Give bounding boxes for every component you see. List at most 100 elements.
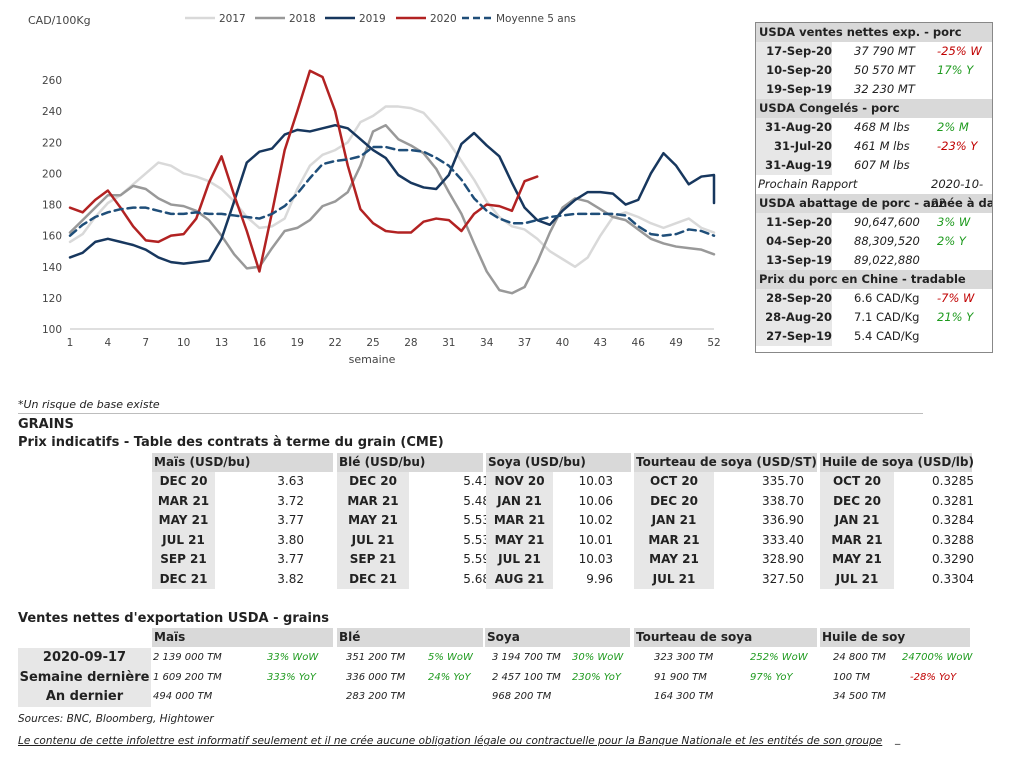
futures-price: 10.01 (578, 532, 613, 547)
panel-row-date: 04-Sep-20 (756, 232, 832, 251)
exports-header: Maïs (152, 628, 333, 647)
exports-value: 2 457 100 TM (492, 671, 561, 683)
futures-contract-month: JAN 21 (634, 511, 714, 531)
legend-label: 2020 (430, 13, 457, 25)
exports-value: 34 500 TM (833, 691, 886, 702)
futures-contract-month: NOV 20 (486, 472, 553, 492)
sources-note: Sources: BNC, Bloomberg, Hightower (18, 713, 214, 725)
y-tick-label: 260 (42, 75, 62, 87)
basis-risk-note: *Un risque de base existe (18, 398, 160, 411)
exports-change: 24700% WoW (902, 652, 973, 663)
next-report-row: Prochain Rapport 2020-10-22 (756, 175, 992, 210)
pork-price-chart: 100 120 140 160 180 200 220 240 260 1 4 7 10 13 16 19 22… (28, 13, 721, 366)
exports-value: 968 200 TM (492, 691, 552, 702)
panel-row: 31-Aug-20 468 M lbs 2% M (756, 118, 992, 137)
panel-row: 28-Aug-20 7.1 CAD/Kg 21% Y (756, 308, 992, 327)
exports-change: 24% YoY (428, 671, 471, 683)
x-tick-label: 34 (480, 337, 494, 349)
futures-price: 5.53 (463, 513, 490, 527)
futures-price: 0.3284 (932, 513, 974, 527)
divider (18, 413, 923, 414)
exports-value: 164 300 TM (654, 691, 714, 702)
panel-row-value: 5.4 CAD/Kg (854, 329, 920, 343)
futures-price: 10.02 (578, 513, 613, 527)
panel-row-change: 21% Y (937, 310, 974, 324)
panel-row-date: 19-Sep-19 (756, 80, 832, 99)
futures-price: 3.82 (277, 571, 304, 586)
exports-row-label: An dernier (18, 687, 151, 707)
futures-contract-month: MAR 21 (486, 511, 553, 531)
exports-value: 100 TM (833, 671, 871, 683)
panel-section-title: Prix du porc en Chine - tradable (756, 270, 992, 289)
exports-value: 351 200 TM (346, 652, 406, 663)
futures-contract-month: MAR 21 (337, 491, 409, 511)
futures-header: Huile de soya (USD/lb) (820, 453, 974, 472)
futures-contract-month: DEC 21 (152, 569, 215, 589)
futures-contract-month: SEP 21 (337, 550, 409, 570)
panel-row-date: 11-Sep-20 (756, 213, 832, 232)
panel-row-value: 50 570 MT (854, 63, 915, 77)
futures-contract-month: JUL 21 (634, 569, 714, 589)
panel-row-date: 13-Sep-19 (756, 251, 832, 270)
futures-contract-month: MAR 21 (820, 530, 894, 550)
x-tick-label: 1 (67, 337, 74, 349)
panel-row-change: -25% W (937, 44, 982, 58)
panel-row-date: 31-Aug-20 (756, 118, 832, 137)
exports-value: 494 000 TM (153, 691, 213, 702)
x-tick-label: 7 (142, 337, 149, 349)
exports-change: 252% WoW (750, 652, 808, 663)
panel-row: 17-Sep-20 37 790 MT -25% W (756, 42, 992, 61)
next-report-date: 2020-10-22 (931, 177, 984, 210)
panel-row-value: 90,647,600 (854, 215, 920, 229)
panel-row: 19-Sep-19 32 230 MT (756, 80, 992, 99)
futures-contract-month: AUG 21 (486, 569, 553, 589)
panel-row-date: 27-Sep-19 (756, 327, 832, 346)
futures-price: 333.40 (762, 532, 804, 547)
futures-contract-month: JAN 21 (820, 511, 894, 531)
y-tick-label: 220 (42, 137, 62, 149)
panel-row-date: 28-Aug-20 (756, 308, 832, 327)
exports-header: Soya (485, 628, 630, 647)
exports-value: 323 300 TM (654, 652, 714, 663)
futures-contract-month: MAY 21 (337, 511, 409, 531)
panel-row: 04-Sep-20 88,309,520 2% Y (756, 232, 992, 251)
x-tick-label: 16 (253, 337, 267, 349)
panel-row-value: 461 M lbs (854, 139, 910, 153)
panel-row-change: -23% Y (937, 139, 978, 153)
futures-contract-month: MAY 21 (820, 550, 894, 570)
exports-row-label: 2020-09-17 (18, 648, 151, 668)
futures-header: Maïs (USD/bu) (152, 453, 333, 472)
x-tick-label: 52 (707, 337, 720, 349)
panel-row-value: 6.6 CAD/Kg (854, 291, 920, 305)
panel-row-change: 2% M (937, 120, 969, 134)
trailing-mark: _ (895, 733, 901, 745)
series-line-moyenne-5-ans (68, 145, 716, 237)
futures-price: 9.96 (586, 571, 613, 586)
futures-price: 338.70 (762, 493, 804, 508)
panel-row: 31-Aug-19 607 M lbs (756, 156, 992, 175)
futures-price: 5.53 (463, 532, 490, 547)
x-tick-label: 10 (177, 337, 190, 349)
futures-price: 5.48 (463, 493, 490, 508)
futures-contract-month: MAY 21 (152, 511, 215, 531)
series-line-2018 (68, 123, 716, 295)
futures-contract-month: OCT 20 (634, 472, 714, 492)
futures-contract-month: SEP 21 (152, 550, 215, 570)
x-axis-label: semaine (349, 353, 396, 366)
panel-row-value: 37 790 MT (854, 44, 915, 58)
futures-price: 10.03 (578, 474, 613, 488)
series-line-2019 (68, 123, 716, 265)
y-axis-label: CAD/100Kg (28, 14, 91, 27)
disclaimer: Le contenu de cette infolettre est infor… (18, 735, 883, 747)
grains-title: GRAINS (18, 417, 74, 432)
futures-contract-month: JUL 21 (820, 569, 894, 589)
panel-row-value: 88,309,520 (854, 234, 920, 248)
x-tick-label: 40 (556, 337, 569, 349)
futures-price: 5.59 (463, 552, 490, 566)
exports-value: 283 200 TM (346, 691, 406, 702)
exports-value: 336 000 TM (346, 671, 406, 683)
exports-value: 91 900 TM (654, 671, 707, 683)
panel-row-date: 17-Sep-20 (756, 42, 832, 61)
futures-contract-month: DEC 20 (634, 491, 714, 511)
futures-contract-month: DEC 20 (337, 472, 409, 492)
